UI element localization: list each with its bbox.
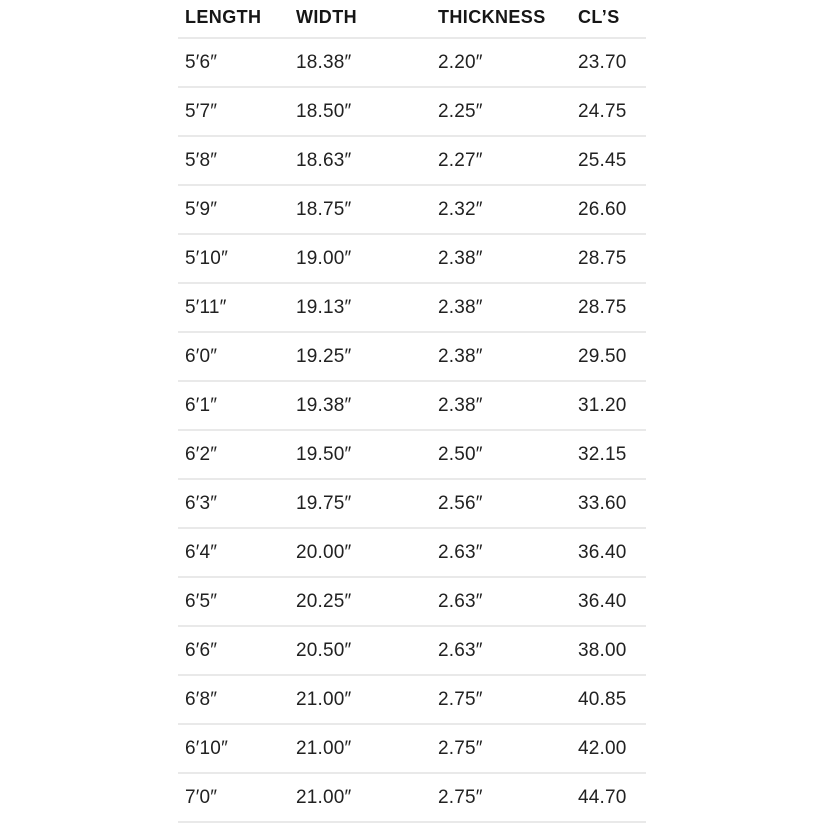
spec-table: LENGTH WIDTH THICKNESS CL’S 5′6″ 18.38″ 2.20″… [178,0,646,823]
cell-thickness: 2.38″ [431,332,571,382]
cell-length: 5′6″ [178,38,289,88]
cell-thickness: 2.38″ [431,381,571,431]
cell-length: 7′0″ [178,773,289,823]
cell-length: 6′2″ [178,430,289,480]
table-body: 5′6″ 18.38″ 2.20″ 23.70 5′7″ 18.50″ 2.25″ 24.75… [178,38,646,823]
cell-width: 18.63″ [289,136,431,186]
cell-thickness: 2.38″ [431,234,571,284]
cell-cl-s: 24.75 [571,87,646,137]
cell-length: 6′1″ [178,381,289,431]
cell-length: 5′7″ [178,87,289,137]
cell-cl-s: 36.40 [571,528,646,578]
table-row: 6′5″ 20.25″ 2.63″ 36.40 [178,577,646,627]
cell-cl-s: 28.75 [571,283,646,333]
cell-thickness: 2.75″ [431,724,571,774]
table-row: 6′0″ 19.25″ 2.38″ 29.50 [178,332,646,382]
cell-width: 19.25″ [289,332,431,382]
cell-width: 19.50″ [289,430,431,480]
table-row: 5′6″ 18.38″ 2.20″ 23.70 [178,38,646,88]
table-row: 5′10″ 19.00″ 2.38″ 28.75 [178,234,646,284]
cell-thickness: 2.75″ [431,773,571,823]
cell-width: 21.00″ [289,773,431,823]
cell-length: 5′11″ [178,283,289,333]
cell-width: 18.75″ [289,185,431,235]
cell-cl-s: 44.70 [571,773,646,823]
cell-thickness: 2.32″ [431,185,571,235]
table-row: 6′6″ 20.50″ 2.63″ 38.00 [178,626,646,676]
cell-cl-s: 38.00 [571,626,646,676]
cell-cl-s: 26.60 [571,185,646,235]
column-header-width: WIDTH [289,0,431,39]
column-header-cl-s: CL’S [571,0,646,39]
cell-length: 6′3″ [178,479,289,529]
cell-cl-s: 23.70 [571,38,646,88]
table-row: 5′8″ 18.63″ 2.27″ 25.45 [178,136,646,186]
cell-cl-s: 42.00 [571,724,646,774]
cell-cl-s: 32.15 [571,430,646,480]
cell-length: 5′8″ [178,136,289,186]
cell-width: 21.00″ [289,724,431,774]
table-header: LENGTH WIDTH THICKNESS CL’S [178,0,646,39]
cell-thickness: 2.27″ [431,136,571,186]
cell-length: 6′8″ [178,675,289,725]
cell-thickness: 2.63″ [431,528,571,578]
header-row: LENGTH WIDTH THICKNESS CL’S [178,0,646,39]
table-row: 6′10″ 21.00″ 2.75″ 42.00 [178,724,646,774]
table-row: 5′11″ 19.13″ 2.38″ 28.75 [178,283,646,333]
cell-length: 6′4″ [178,528,289,578]
cell-cl-s: 31.20 [571,381,646,431]
table-row: 5′7″ 18.50″ 2.25″ 24.75 [178,87,646,137]
cell-width: 19.13″ [289,283,431,333]
cell-width: 19.00″ [289,234,431,284]
cell-thickness: 2.63″ [431,626,571,676]
cell-thickness: 2.20″ [431,38,571,88]
table-row: 6′3″ 19.75″ 2.56″ 33.60 [178,479,646,529]
cell-width: 20.25″ [289,577,431,627]
table-row: 5′9″ 18.75″ 2.32″ 26.60 [178,185,646,235]
table-row: 6′8″ 21.00″ 2.75″ 40.85 [178,675,646,725]
cell-width: 19.75″ [289,479,431,529]
cell-length: 6′5″ [178,577,289,627]
cell-width: 18.38″ [289,38,431,88]
cell-width: 20.00″ [289,528,431,578]
column-header-thickness: THICKNESS [431,0,571,39]
table-row: 6′1″ 19.38″ 2.38″ 31.20 [178,381,646,431]
cell-thickness: 2.38″ [431,283,571,333]
table-row: 6′2″ 19.50″ 2.50″ 32.15 [178,430,646,480]
cell-width: 20.50″ [289,626,431,676]
cell-length: 6′0″ [178,332,289,382]
cell-width: 19.38″ [289,381,431,431]
cell-thickness: 2.75″ [431,675,571,725]
cell-length: 5′9″ [178,185,289,235]
cell-cl-s: 25.45 [571,136,646,186]
cell-thickness: 2.56″ [431,479,571,529]
cell-thickness: 2.63″ [431,577,571,627]
column-header-length: LENGTH [178,0,289,39]
table-row: 6′4″ 20.00″ 2.63″ 36.40 [178,528,646,578]
cell-width: 21.00″ [289,675,431,725]
cell-thickness: 2.50″ [431,430,571,480]
table-row: 7′0″ 21.00″ 2.75″ 44.70 [178,773,646,823]
cell-cl-s: 36.40 [571,577,646,627]
cell-length: 5′10″ [178,234,289,284]
cell-cl-s: 40.85 [571,675,646,725]
cell-cl-s: 28.75 [571,234,646,284]
board-size-chart: LENGTH WIDTH THICKNESS CL’S 5′6″ 18.38″ 2.20″… [178,0,646,823]
cell-cl-s: 29.50 [571,332,646,382]
cell-length: 6′6″ [178,626,289,676]
cell-length: 6′10″ [178,724,289,774]
cell-cl-s: 33.60 [571,479,646,529]
cell-thickness: 2.25″ [431,87,571,137]
cell-width: 18.50″ [289,87,431,137]
